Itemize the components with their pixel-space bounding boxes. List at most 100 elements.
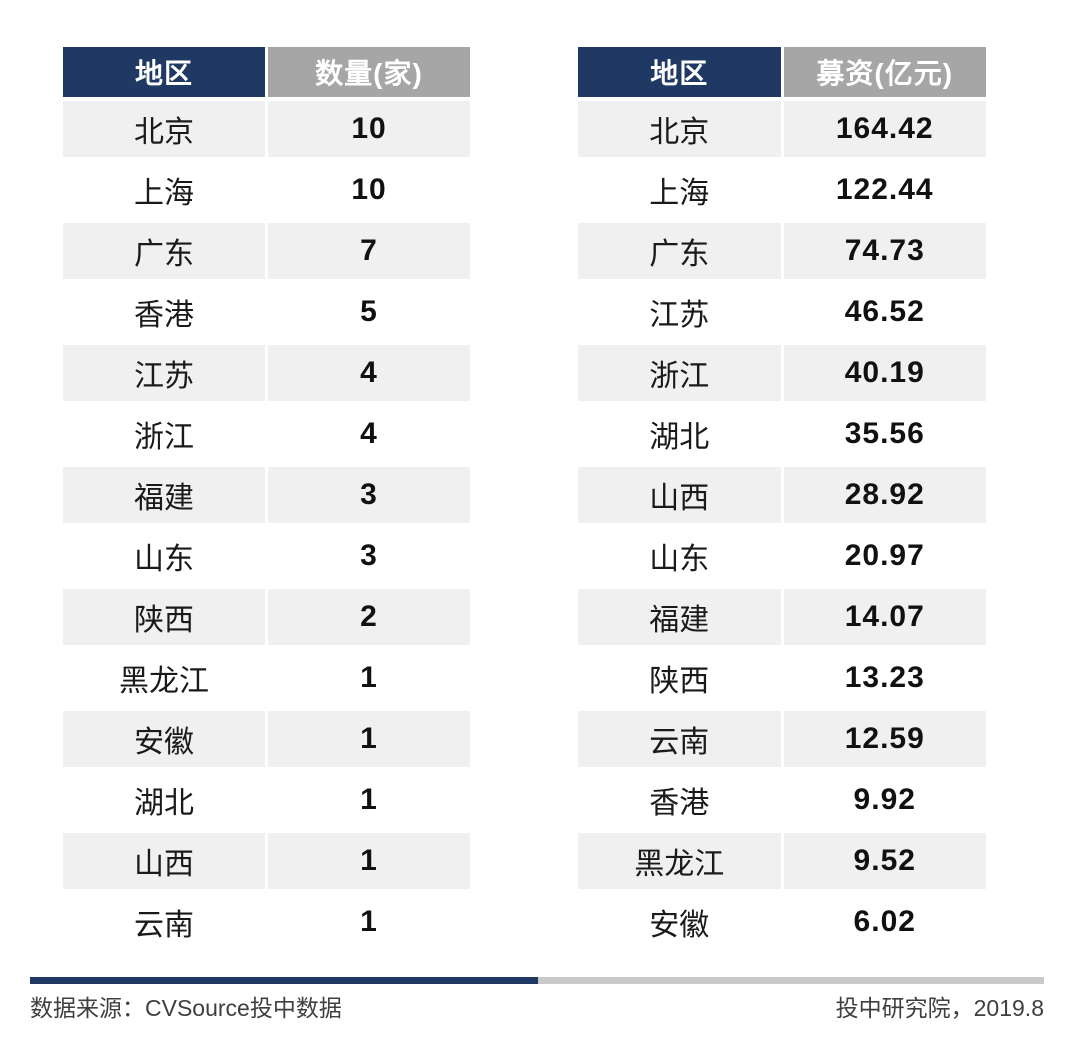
table-row: 香港 5	[63, 284, 470, 340]
table-row: 江苏 46.52	[578, 284, 986, 340]
divider-navy-segment	[30, 977, 538, 984]
value-cell: 14.07	[783, 589, 986, 645]
region-cell: 福建	[578, 589, 781, 645]
region-cell: 山东	[63, 528, 265, 584]
table-row: 浙江 40.19	[578, 345, 986, 401]
funding-header: 募资(亿元)	[783, 47, 986, 97]
region-header: 地区	[63, 47, 265, 97]
funding-table-body: 北京 164.42 上海 122.44 广东 74.73 江苏 46.52 浙江 40.19 湖北 3…	[578, 101, 986, 950]
value-cell: 35.56	[783, 406, 986, 462]
value-cell: 74.73	[783, 223, 986, 279]
table-row: 广东 7	[63, 223, 470, 279]
value-cell: 46.52	[783, 284, 986, 340]
region-cell: 香港	[578, 772, 781, 828]
table-row: 安徽 1	[63, 711, 470, 767]
publisher-note: 投中研究院，2019.8	[835, 995, 1044, 1021]
region-cell: 湖北	[578, 406, 781, 462]
value-cell: 13.23	[783, 650, 986, 706]
value-cell: 9.52	[783, 833, 986, 889]
value-cell: 7	[268, 223, 470, 279]
region-cell: 浙江	[578, 345, 781, 401]
table-row: 陕西 2	[63, 589, 470, 645]
region-cell: 黑龙江	[578, 833, 781, 889]
value-cell: 122.44	[783, 162, 986, 218]
region-cell: 山东	[578, 528, 781, 584]
table-row: 黑龙江 9.52	[578, 833, 986, 889]
table-row: 福建 14.07	[578, 589, 986, 645]
table-row: 广东 74.73	[578, 223, 986, 279]
region-cell: 山西	[63, 833, 265, 889]
table-row: 北京 164.42	[578, 101, 986, 157]
region-cell: 广东	[578, 223, 781, 279]
table-row: 香港 9.92	[578, 772, 986, 828]
table-row: 黑龙江 1	[63, 650, 470, 706]
region-cell: 江苏	[578, 284, 781, 340]
value-cell: 9.92	[783, 772, 986, 828]
value-cell: 1	[268, 650, 470, 706]
region-cell: 陕西	[578, 650, 781, 706]
region-cell: 福建	[63, 467, 265, 523]
value-cell: 4	[268, 345, 470, 401]
region-cell: 云南	[578, 711, 781, 767]
table-row: 福建 3	[63, 467, 470, 523]
value-cell: 20.97	[783, 528, 986, 584]
region-cell: 香港	[63, 284, 265, 340]
value-cell: 1	[268, 772, 470, 828]
table-row: 北京 10	[63, 101, 470, 157]
table-row: 上海 122.44	[578, 162, 986, 218]
table-row: 云南 12.59	[578, 711, 986, 767]
table-row: 陕西 13.23	[578, 650, 986, 706]
table-row: 云南 1	[63, 894, 470, 950]
value-cell: 12.59	[783, 711, 986, 767]
funding-table: 地区 募资(亿元) 北京 164.42 上海 122.44 广东 74.73 江苏 46.52…	[578, 47, 986, 955]
region-cell: 黑龙江	[63, 650, 265, 706]
funding-table-header: 地区 募资(亿元)	[578, 47, 986, 97]
value-cell: 40.19	[783, 345, 986, 401]
table-row: 安徽 6.02	[578, 894, 986, 950]
table-row: 山西 28.92	[578, 467, 986, 523]
region-cell: 上海	[63, 162, 265, 218]
region-cell: 云南	[63, 894, 265, 950]
value-cell: 4	[268, 406, 470, 462]
value-cell: 2	[268, 589, 470, 645]
count-table-body: 北京 10 上海 10 广东 7 香港 5 江苏 4 浙江 4 福建 3 山东 3 陕西 2 黑龙江 1 安徽 1 湖北 1 山…	[63, 101, 470, 950]
count-table-header: 地区 数量(家)	[63, 47, 470, 97]
count-header: 数量(家)	[268, 47, 470, 97]
table-row: 湖北 35.56	[578, 406, 986, 462]
region-cell: 陕西	[63, 589, 265, 645]
region-cell: 安徽	[63, 711, 265, 767]
region-cell: 北京	[578, 101, 781, 157]
value-cell: 10	[268, 101, 470, 157]
value-cell: 1	[268, 833, 470, 889]
region-cell: 安徽	[578, 894, 781, 950]
region-cell: 山西	[578, 467, 781, 523]
table-row: 山西 1	[63, 833, 470, 889]
region-cell: 江苏	[63, 345, 265, 401]
region-cell: 湖北	[63, 772, 265, 828]
value-cell: 6.02	[783, 894, 986, 950]
table-row: 山东 20.97	[578, 528, 986, 584]
value-cell: 3	[268, 467, 470, 523]
region-header: 地区	[578, 47, 781, 97]
data-source-note: 数据来源：CVSource投中数据	[30, 995, 342, 1021]
divider-gray-segment	[538, 977, 1044, 984]
footer-divider-bar	[30, 977, 1044, 984]
value-cell: 1	[268, 894, 470, 950]
table-row: 浙江 4	[63, 406, 470, 462]
value-cell: 164.42	[783, 101, 986, 157]
count-table: 地区 数量(家) 北京 10 上海 10 广东 7 香港 5 江苏 4 浙江 4 福建 3 山东 3 陕西 2 黑龙…	[63, 47, 470, 955]
table-row: 湖北 1	[63, 772, 470, 828]
value-cell: 28.92	[783, 467, 986, 523]
value-cell: 1	[268, 711, 470, 767]
table-row: 江苏 4	[63, 345, 470, 401]
value-cell: 5	[268, 284, 470, 340]
value-cell: 10	[268, 162, 470, 218]
table-row: 山东 3	[63, 528, 470, 584]
region-cell: 北京	[63, 101, 265, 157]
value-cell: 3	[268, 528, 470, 584]
region-cell: 广东	[63, 223, 265, 279]
region-cell: 浙江	[63, 406, 265, 462]
table-row: 上海 10	[63, 162, 470, 218]
region-cell: 上海	[578, 162, 781, 218]
